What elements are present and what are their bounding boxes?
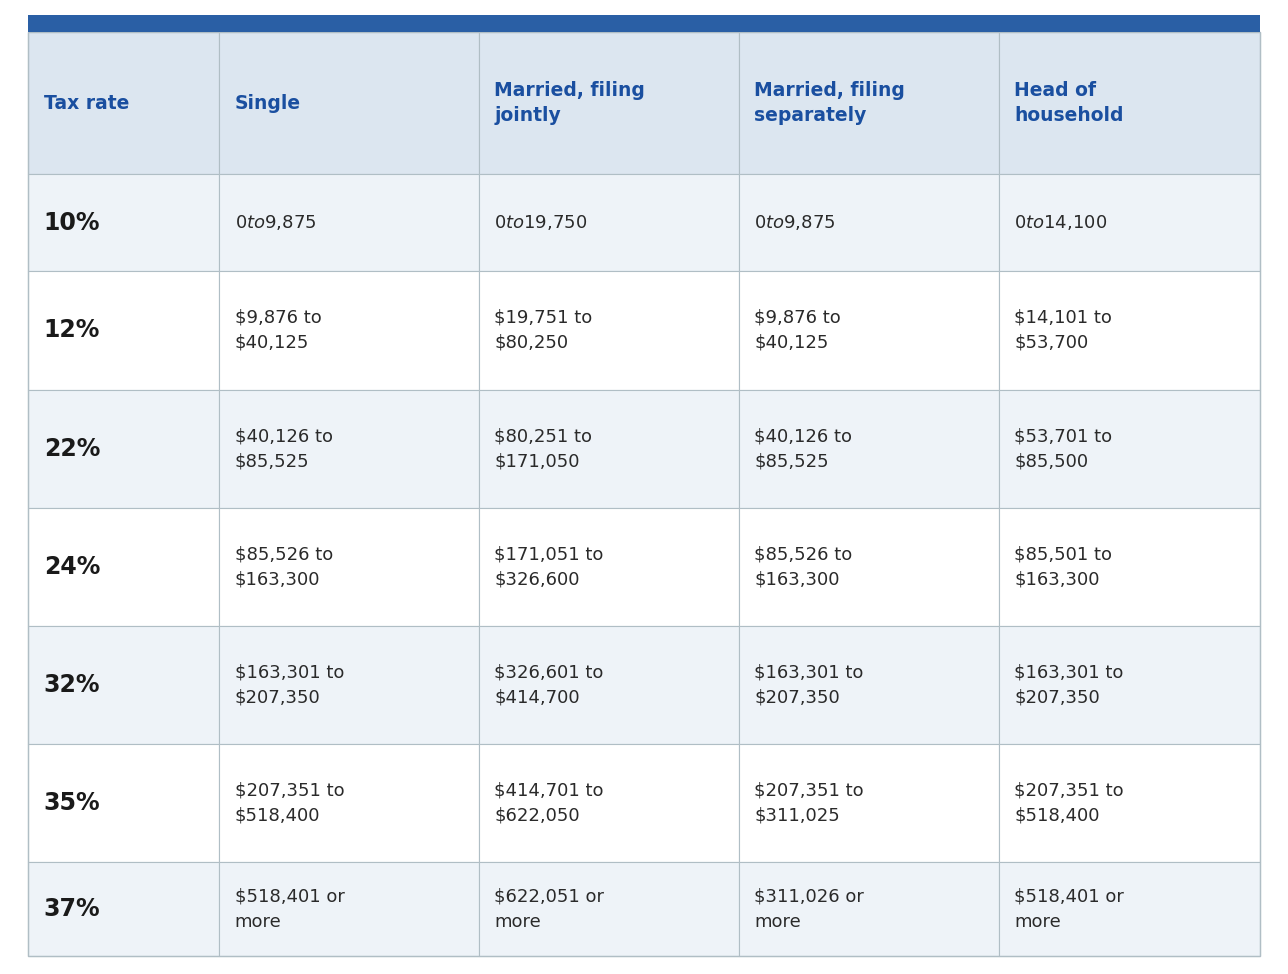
Text: $40,126 to
$85,525: $40,126 to $85,525 bbox=[755, 428, 853, 470]
Bar bbox=[998, 507, 1260, 625]
Bar bbox=[998, 744, 1260, 862]
Text: $207,351 to
$518,400: $207,351 to $518,400 bbox=[234, 781, 344, 824]
Bar bbox=[739, 625, 998, 744]
Text: $40,126 to
$85,525: $40,126 to $85,525 bbox=[234, 428, 332, 470]
Bar bbox=[739, 744, 998, 862]
Text: 32%: 32% bbox=[44, 673, 100, 696]
Bar bbox=[739, 272, 998, 390]
Text: $518,401 or
more: $518,401 or more bbox=[1014, 887, 1124, 931]
Bar bbox=[998, 625, 1260, 744]
Bar bbox=[219, 174, 479, 272]
Text: $80,251 to
$171,050: $80,251 to $171,050 bbox=[495, 428, 592, 470]
Bar bbox=[28, 390, 219, 507]
Text: $19,751 to
$80,250: $19,751 to $80,250 bbox=[495, 309, 592, 352]
Bar bbox=[998, 390, 1260, 507]
Text: 35%: 35% bbox=[44, 791, 100, 815]
Text: $0 to $14,100: $0 to $14,100 bbox=[1014, 213, 1108, 232]
Text: Head of
household: Head of household bbox=[1014, 81, 1123, 125]
Bar bbox=[739, 174, 998, 272]
Bar bbox=[219, 625, 479, 744]
Bar bbox=[479, 744, 739, 862]
Bar bbox=[28, 15, 1260, 32]
Text: 12%: 12% bbox=[44, 318, 100, 343]
Bar bbox=[739, 507, 998, 625]
Text: $622,051 or
more: $622,051 or more bbox=[495, 887, 604, 931]
Text: $14,101 to
$53,700: $14,101 to $53,700 bbox=[1014, 309, 1112, 352]
Text: $53,701 to
$85,500: $53,701 to $85,500 bbox=[1014, 428, 1113, 470]
Bar bbox=[479, 507, 739, 625]
Bar bbox=[998, 174, 1260, 272]
Bar bbox=[998, 32, 1260, 174]
Text: Married, filing
jointly: Married, filing jointly bbox=[495, 81, 645, 125]
Text: $207,351 to
$518,400: $207,351 to $518,400 bbox=[1014, 781, 1123, 824]
Text: $163,301 to
$207,350: $163,301 to $207,350 bbox=[234, 663, 344, 706]
Text: $85,526 to
$163,300: $85,526 to $163,300 bbox=[755, 545, 853, 588]
Bar bbox=[479, 272, 739, 390]
Text: $0 to $9,875: $0 to $9,875 bbox=[755, 213, 836, 232]
Bar bbox=[28, 507, 219, 625]
Text: $207,351 to
$311,025: $207,351 to $311,025 bbox=[755, 781, 864, 824]
Text: $9,876 to
$40,125: $9,876 to $40,125 bbox=[234, 309, 322, 352]
Bar bbox=[998, 272, 1260, 390]
Text: 24%: 24% bbox=[44, 555, 100, 579]
Bar bbox=[219, 390, 479, 507]
Text: $9,876 to
$40,125: $9,876 to $40,125 bbox=[755, 309, 841, 352]
Text: 37%: 37% bbox=[44, 897, 100, 921]
Text: 10%: 10% bbox=[44, 210, 100, 235]
Text: Tax rate: Tax rate bbox=[44, 94, 129, 113]
Bar bbox=[219, 507, 479, 625]
Bar bbox=[739, 32, 998, 174]
Text: $163,301 to
$207,350: $163,301 to $207,350 bbox=[755, 663, 864, 706]
Bar bbox=[739, 862, 998, 956]
Bar bbox=[998, 862, 1260, 956]
Bar bbox=[479, 625, 739, 744]
Text: $0 to $19,750: $0 to $19,750 bbox=[495, 213, 587, 232]
Bar bbox=[28, 272, 219, 390]
Bar bbox=[479, 174, 739, 272]
Bar bbox=[219, 744, 479, 862]
Bar bbox=[28, 744, 219, 862]
Bar bbox=[479, 862, 739, 956]
Text: $311,026 or
more: $311,026 or more bbox=[755, 887, 864, 931]
Bar bbox=[479, 32, 739, 174]
Text: $171,051 to
$326,600: $171,051 to $326,600 bbox=[495, 545, 604, 588]
Text: $414,701 to
$622,050: $414,701 to $622,050 bbox=[495, 781, 604, 824]
Bar bbox=[739, 390, 998, 507]
Text: $0 to $9,875: $0 to $9,875 bbox=[234, 213, 316, 232]
Bar bbox=[28, 32, 219, 174]
Bar bbox=[219, 862, 479, 956]
Text: $518,401 or
more: $518,401 or more bbox=[234, 887, 344, 931]
Text: $163,301 to
$207,350: $163,301 to $207,350 bbox=[1014, 663, 1123, 706]
Bar bbox=[28, 625, 219, 744]
Text: $85,501 to
$163,300: $85,501 to $163,300 bbox=[1014, 545, 1112, 588]
Text: Married, filing
separately: Married, filing separately bbox=[755, 81, 905, 125]
Bar bbox=[219, 272, 479, 390]
Text: $326,601 to
$414,700: $326,601 to $414,700 bbox=[495, 663, 604, 706]
Text: 22%: 22% bbox=[44, 436, 100, 461]
Bar bbox=[219, 32, 479, 174]
Text: $85,526 to
$163,300: $85,526 to $163,300 bbox=[234, 545, 332, 588]
Bar bbox=[479, 390, 739, 507]
Bar bbox=[28, 862, 219, 956]
Bar bbox=[28, 174, 219, 272]
Text: Single: Single bbox=[234, 94, 301, 113]
